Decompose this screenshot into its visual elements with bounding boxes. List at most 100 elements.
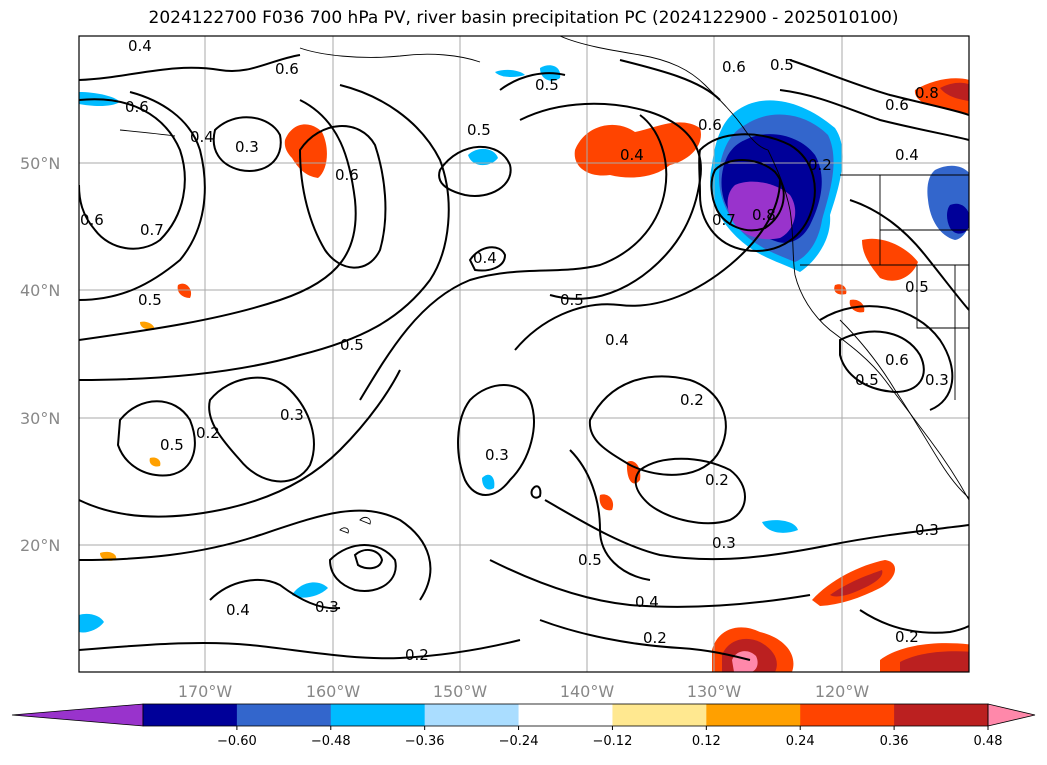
pv-contour bbox=[79, 84, 450, 381]
contour-label: 0.6 bbox=[722, 58, 746, 76]
colorbar-segment bbox=[706, 704, 801, 726]
anomaly-negative-small bbox=[482, 474, 495, 490]
pv-contour bbox=[116, 400, 196, 477]
map-title: 2024122700 F036 700 hPa PV, river basin … bbox=[148, 8, 899, 28]
anomaly-positive-ne-core bbox=[940, 82, 969, 102]
contour-label: 0.5 bbox=[560, 291, 584, 309]
colorbar-segment bbox=[330, 704, 426, 726]
colorbar-tick-label: −0.36 bbox=[405, 734, 445, 749]
contour-label: 0.5 bbox=[535, 76, 559, 94]
contour-label: 0.5 bbox=[160, 436, 184, 454]
pv-contour bbox=[79, 99, 357, 341]
contour-label: 0.6 bbox=[698, 116, 722, 134]
pv-contour bbox=[779, 89, 969, 141]
lon-label: 140°W bbox=[560, 682, 615, 701]
pv-contour bbox=[839, 330, 925, 394]
contour-label: 0.5 bbox=[467, 121, 491, 139]
pv-contour bbox=[530, 485, 542, 499]
pv-contour bbox=[79, 369, 401, 518]
pv-contour bbox=[208, 376, 315, 483]
colorbar-tick-label: 0.48 bbox=[974, 734, 1003, 749]
contour-label: 0.4 bbox=[635, 593, 659, 611]
contour-label: 0.3 bbox=[712, 534, 736, 552]
lat-label: 30°N bbox=[20, 409, 60, 428]
contour-label: 0.3 bbox=[280, 406, 304, 424]
contour-label: 0.6 bbox=[885, 96, 909, 114]
lat-label: 50°N bbox=[20, 154, 60, 173]
contour-label: 0.5 bbox=[578, 551, 602, 569]
contour-label: 0.5 bbox=[138, 291, 162, 309]
pv-contour bbox=[489, 559, 811, 608]
pv-contour-labels: 0.4 0.6 0.6 0.4 0.3 0.6 0.7 0.5 0.6 0.5 … bbox=[80, 37, 949, 664]
anomaly-negative-south-1 bbox=[762, 520, 798, 533]
anomaly-negative-rockies-inner bbox=[947, 203, 969, 234]
colorbar-tick-label: 0.36 bbox=[880, 734, 909, 749]
colorbar-segment bbox=[518, 704, 613, 726]
pv-contour bbox=[468, 246, 507, 272]
contour-label: 0.3 bbox=[485, 446, 509, 464]
lon-label: 130°W bbox=[687, 682, 742, 701]
longitude-labels: 170°W 160°W 150°W 140°W 130°W 120°W bbox=[178, 682, 870, 701]
contour-label: 0.2 bbox=[196, 424, 220, 442]
pv-contour bbox=[298, 125, 387, 269]
anomaly-negative-south-2 bbox=[292, 582, 328, 598]
contour-label: 0.2 bbox=[643, 629, 667, 647]
anomaly-positive-california bbox=[862, 238, 918, 281]
lat-label: 20°N bbox=[20, 536, 60, 555]
pv-contour bbox=[588, 375, 727, 476]
contour-label: 0.7 bbox=[140, 221, 164, 239]
pv-contour bbox=[79, 639, 521, 660]
contour-label: 0.8 bbox=[752, 206, 776, 224]
anomaly-negative-gulf bbox=[468, 148, 498, 166]
anomaly-positive-small-1 bbox=[177, 283, 192, 298]
latitude-labels: 50°N 40°N 30°N 20°N bbox=[20, 154, 60, 555]
contour-label: 0.8 bbox=[915, 84, 939, 102]
anomaly-positive-aleutian bbox=[284, 124, 327, 178]
lon-label: 170°W bbox=[178, 682, 233, 701]
pv-contour bbox=[359, 114, 668, 401]
anomaly-negative-alaska-1 bbox=[495, 69, 525, 77]
colorbar-segment bbox=[612, 704, 707, 726]
pv-contour bbox=[438, 145, 512, 197]
pv-contour bbox=[619, 59, 721, 101]
pv-contour bbox=[849, 199, 969, 311]
contour-label: 0.6 bbox=[275, 60, 299, 78]
pv-contour bbox=[710, 159, 785, 232]
colorbar-tick-label: −0.48 bbox=[311, 734, 351, 749]
colorbar-tick-labels: −0.60 −0.48 −0.36 −0.24 −0.12 0.12 0.24 0.36 0.4… bbox=[217, 726, 1003, 749]
colorbar-segment bbox=[236, 704, 332, 726]
contour-label: 0.6 bbox=[885, 351, 909, 369]
contour-label: 0.4 bbox=[473, 249, 497, 267]
pv-contour bbox=[544, 499, 969, 561]
pv-contour bbox=[819, 305, 954, 411]
colorbar-tick-label: 0.24 bbox=[786, 734, 815, 749]
colorbar-tick-label: 0.12 bbox=[692, 734, 721, 749]
contour-label: 0.4 bbox=[620, 146, 644, 164]
contour-label: 0.6 bbox=[125, 98, 149, 116]
contour-label: 0.3 bbox=[315, 598, 339, 616]
shaded-anomalies bbox=[79, 65, 969, 672]
anomaly-positive-southeast-core bbox=[830, 570, 883, 597]
pv-contour bbox=[79, 91, 206, 301]
anomaly-positive-small-8 bbox=[140, 321, 155, 330]
colorbar-segment bbox=[800, 704, 895, 726]
contour-label: 0.7 bbox=[712, 211, 736, 229]
contour-label: 0.5 bbox=[905, 278, 929, 296]
pv-contours bbox=[79, 54, 969, 661]
contour-label: 0.2 bbox=[405, 646, 429, 664]
anomaly-positive-small-6 bbox=[149, 457, 161, 467]
pv-contour bbox=[328, 544, 397, 592]
pv-contour bbox=[457, 384, 535, 496]
colorbar-tick-label: −0.60 bbox=[217, 734, 257, 749]
pv-contour bbox=[79, 54, 301, 81]
lon-label: 160°W bbox=[306, 682, 361, 701]
contour-label: 0.5 bbox=[770, 56, 794, 74]
colorbar-extend-max bbox=[987, 703, 1036, 727]
map-frame bbox=[78, 35, 970, 673]
contour-label: 0.5 bbox=[340, 336, 364, 354]
pv-contour bbox=[634, 457, 746, 525]
contour-label: 0.6 bbox=[335, 166, 359, 184]
colorbar-segment bbox=[894, 704, 989, 726]
pv-contour bbox=[539, 619, 751, 661]
